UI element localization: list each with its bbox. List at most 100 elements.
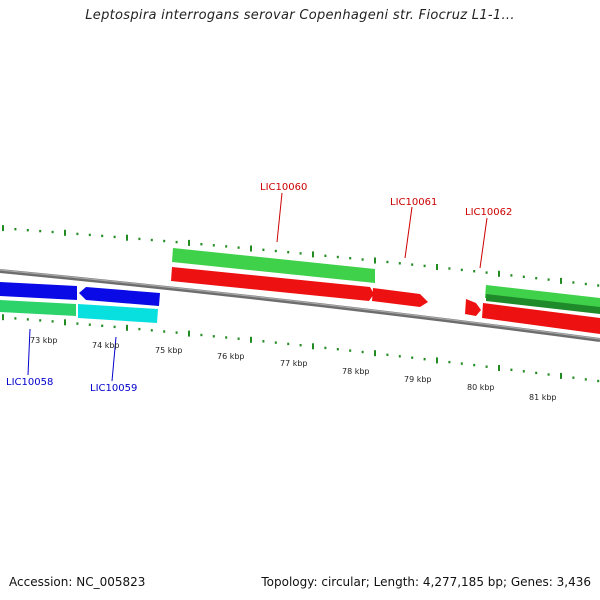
lower-tick [510, 368, 513, 371]
gene-lic10058-forward[interactable] [0, 282, 77, 300]
lower-tick [126, 324, 128, 331]
lower-tick [26, 318, 29, 321]
upper-tick [14, 228, 17, 231]
scale-label-77: 77 kbp [280, 359, 308, 368]
upper-tick [386, 260, 389, 264]
upper-tick [250, 245, 252, 252]
lower-tick [51, 320, 54, 323]
upper-tick [225, 245, 228, 248]
gene-right-reverse[interactable] [482, 303, 600, 334]
lower-tick [225, 336, 228, 339]
lower-tick [212, 335, 215, 338]
lower-tick [572, 376, 575, 379]
lower-tick [274, 341, 277, 344]
lower-tick [175, 331, 178, 334]
leader-lic10060 [276, 192, 283, 243]
upper-tick [560, 277, 562, 284]
scale-label-79: 79 kbp [404, 375, 432, 384]
lower-tick [485, 365, 488, 368]
lower-tick [163, 330, 166, 333]
gene-lic10061[interactable] [372, 288, 428, 307]
upper-tick [163, 239, 166, 243]
lower-tick [113, 325, 116, 329]
lower-tick [374, 350, 376, 357]
lower-tick [88, 323, 91, 326]
lower-tick [547, 373, 550, 376]
gene-lic10060-reverse[interactable] [171, 267, 374, 301]
upper-tick [535, 277, 538, 280]
lower-tick [150, 329, 153, 332]
upper-tick [101, 234, 104, 238]
lower-tick [312, 343, 314, 350]
label-lic10058[interactable]: LIC10058 [6, 377, 53, 388]
lower-tick [423, 358, 426, 361]
upper-tick [349, 257, 352, 260]
genome-title: Leptospira interrogans serovar Copenhage… [85, 8, 515, 23]
gene-right-forward-dark[interactable] [486, 294, 600, 314]
upper-tick [398, 262, 401, 265]
upper-tick [485, 271, 488, 274]
lower-tick [188, 330, 190, 337]
lower-tick [101, 324, 104, 327]
upper-tick [212, 244, 215, 247]
upper-tick [64, 229, 66, 236]
upper-tick [312, 251, 314, 258]
lower-tick [584, 378, 587, 381]
label-lic10059[interactable]: LIC10059 [90, 383, 137, 394]
upper-tick [274, 249, 277, 253]
lower-tick [138, 327, 141, 331]
gene-lic10059-forward[interactable] [79, 287, 160, 306]
lower-tick [250, 336, 252, 343]
lower-tick [498, 365, 500, 371]
lower-tick [64, 319, 66, 326]
upper-tick [361, 258, 364, 261]
upper-tick [597, 284, 600, 287]
upper-tick [88, 233, 91, 237]
lower-tick-row [2, 314, 600, 383]
upper-tick [51, 230, 54, 234]
upper-tick [411, 263, 414, 266]
lower-tick [349, 349, 352, 352]
lower-tick [14, 317, 17, 320]
upper-tick [188, 239, 190, 246]
gene-lic10060-forward[interactable] [172, 248, 375, 283]
lower-tick [386, 353, 389, 356]
upper-tick [150, 238, 153, 242]
scale-label-81: 81 kbp [529, 393, 557, 402]
lower-tick [336, 348, 339, 351]
leader-lic10058 [27, 328, 31, 376]
lower-tick [448, 360, 451, 364]
label-lic10060[interactable]: LIC10060 [260, 182, 307, 193]
upper-tick [76, 232, 79, 236]
lower-tick [361, 350, 364, 354]
upper-tick [39, 229, 42, 233]
gene-lic10058-reverse[interactable] [0, 300, 76, 316]
lower-tick [535, 371, 538, 375]
lower-tick [436, 357, 438, 364]
genome-backbone-highlight [0, 269, 600, 340]
lower-tick [522, 370, 525, 373]
upper-tick [547, 278, 550, 281]
leader-lic10059 [111, 336, 117, 382]
upper-tick [572, 281, 575, 284]
label-lic10062[interactable]: LIC10062 [465, 207, 512, 218]
upper-tick [448, 267, 451, 270]
lower-tick [287, 342, 290, 346]
scale-label-76: 76 kbp [217, 352, 245, 361]
scale-label-74: 74 kbp [92, 341, 120, 350]
upper-tick [287, 251, 290, 254]
upper-tick [374, 257, 376, 264]
gene-lic10062[interactable] [465, 299, 481, 316]
upper-tick [138, 237, 141, 241]
lower-tick [411, 356, 414, 359]
upper-tick [237, 246, 240, 249]
gene-lic10059-reverse[interactable] [78, 304, 158, 323]
lower-tick [262, 340, 265, 343]
upper-tick [423, 264, 426, 268]
upper-tick [299, 252, 302, 255]
upper-tick-row [2, 225, 600, 287]
label-lic10061[interactable]: LIC10061 [390, 197, 437, 208]
leader-lic10061 [404, 206, 413, 259]
scale-label-78: 78 kbp [342, 367, 370, 376]
